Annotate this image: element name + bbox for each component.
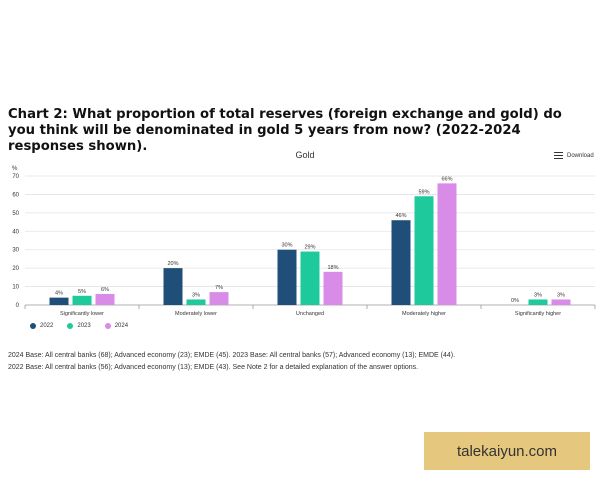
- x-tick-label: Moderately higher: [402, 311, 446, 317]
- bar-2022: [391, 220, 411, 305]
- page-title: Chart 2: What proportion of total reserv…: [8, 107, 562, 154]
- data-label: 3%: [534, 292, 542, 298]
- x-tick-label: Moderately lower: [175, 311, 217, 317]
- footnote-2024-2023-base: 2024 Base: All central banks (68); Advan…: [8, 352, 456, 359]
- bar-2023: [72, 295, 92, 305]
- legend-item-2023[interactable]: 2023: [67, 323, 91, 329]
- legend-item-2022[interactable]: 2022: [30, 323, 53, 329]
- legend-label: 2023: [77, 323, 91, 329]
- data-label: 6%: [101, 287, 109, 293]
- data-label: 30%: [281, 243, 292, 249]
- legend-swatch: [104, 323, 111, 329]
- x-tick-label: Significantly higher: [515, 311, 561, 317]
- data-label: 66%: [441, 176, 452, 182]
- bar-2023: [414, 196, 434, 305]
- data-label: 5%: [78, 289, 86, 295]
- x-tick-label: Unchanged: [296, 311, 324, 317]
- bar-2024: [437, 183, 457, 305]
- chart-title: Gold: [295, 150, 315, 160]
- data-label: 3%: [192, 292, 200, 298]
- x-tick-label: Significantly lower: [60, 311, 104, 317]
- y-tick-label: 10: [12, 285, 19, 291]
- y-tick-label: 40: [12, 229, 19, 235]
- y-tick-label: 50: [12, 211, 19, 217]
- bar-2022: [277, 249, 297, 305]
- legend-swatch: [67, 323, 74, 329]
- data-label: 20%: [167, 261, 178, 267]
- data-label: 29%: [304, 245, 315, 251]
- legend-swatch: [30, 323, 36, 329]
- bar-2023: [186, 299, 206, 305]
- legend-item-2024[interactable]: 2024: [104, 323, 129, 329]
- data-label: 59%: [418, 189, 429, 195]
- bar-chart: % 0 10 20 30 40 50 60 70 4% 5% 6% Significantly lowe…: [12, 166, 596, 317]
- y-tick-label: 20: [12, 266, 19, 272]
- data-label: 4%: [55, 291, 63, 297]
- data-label: 7%: [215, 285, 223, 291]
- menu-icon: [554, 152, 563, 160]
- legend-label: 2022: [40, 323, 54, 329]
- bar-2024: [95, 293, 115, 305]
- legend-label: 2024: [114, 323, 129, 329]
- bar-2022: [163, 268, 183, 305]
- bar-2023: [300, 251, 320, 305]
- bar-2023: [528, 299, 548, 305]
- chart-legend: 2022 2023 2024: [30, 323, 128, 329]
- download-button[interactable]: Download: [554, 152, 594, 160]
- bar-2024: [209, 292, 229, 305]
- data-label: 3%: [557, 292, 565, 298]
- bar-2024: [323, 271, 343, 305]
- y-tick-label: 60: [12, 192, 19, 198]
- data-label: 18%: [327, 265, 338, 271]
- y-tick-label: 30: [12, 248, 19, 254]
- bar-2022: [49, 297, 69, 305]
- bar-2024: [551, 299, 571, 305]
- y-tick-label: 0: [16, 303, 20, 309]
- footnote-2022-base: 2022 Base: All central banks (56); Advan…: [8, 364, 419, 371]
- brand-watermark[interactable]: talekaiyun.com: [424, 432, 590, 470]
- download-label: Download: [567, 152, 594, 159]
- data-label: 0%: [511, 298, 519, 304]
- y-tick-label: 70: [12, 174, 19, 180]
- y-axis-label: %: [12, 166, 18, 172]
- data-label: 46%: [395, 213, 406, 219]
